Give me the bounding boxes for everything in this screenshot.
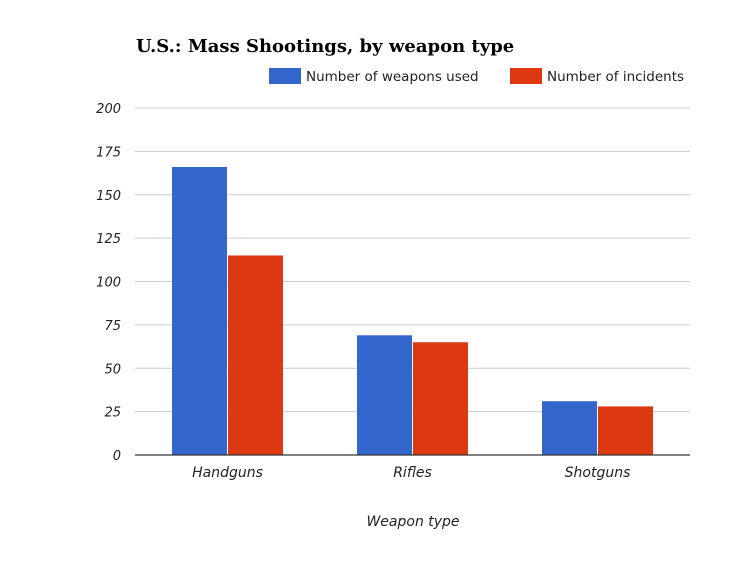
bar-rifles-1 xyxy=(357,335,412,455)
y-tick-label: 25 xyxy=(104,406,121,421)
legend-swatch xyxy=(269,68,301,84)
bar-rifles-2 xyxy=(413,342,468,455)
legend-label: Number of weapons used xyxy=(306,69,479,85)
bar-handguns-2 xyxy=(228,255,283,455)
y-tick-label: 50 xyxy=(104,362,121,377)
y-tick-label: 200 xyxy=(96,102,121,117)
bar-shotguns-1 xyxy=(542,401,597,455)
bar-handguns-1 xyxy=(172,166,227,456)
y-tick-label: 0 xyxy=(113,449,121,464)
bar-shotguns-2 xyxy=(598,406,653,455)
x-tick-label: Shotguns xyxy=(565,465,631,481)
y-tick-label: 75 xyxy=(104,319,121,334)
x-axis-title: Weapon type xyxy=(366,514,459,530)
x-tick-label: Rifles xyxy=(393,465,432,481)
chart-title: U.S.: Mass Shootings, by weapon type xyxy=(136,36,515,57)
x-tick-label: Handguns xyxy=(192,465,263,481)
y-tick-label: 125 xyxy=(96,232,121,247)
legend-label: Number of incidents xyxy=(547,69,684,85)
y-tick-label: 100 xyxy=(96,276,121,291)
y-tick-label: 175 xyxy=(96,145,121,160)
legend-swatch xyxy=(510,68,542,84)
y-tick-label: 150 xyxy=(96,189,121,204)
